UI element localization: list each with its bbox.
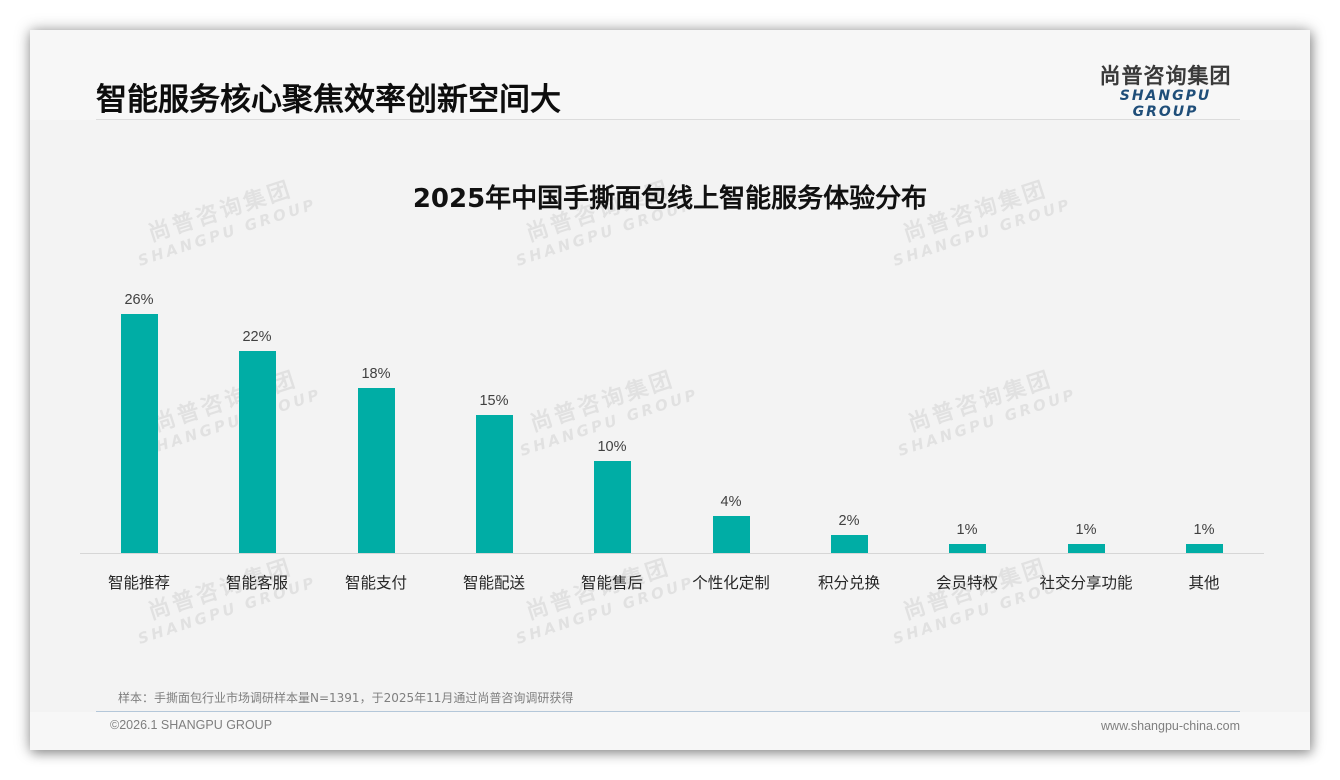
- bar-group: 1%: [908, 280, 1026, 555]
- bar-group: 22%: [198, 280, 316, 555]
- bar-group: 26%: [80, 280, 198, 555]
- x-axis-category-label: 积分兑换: [817, 574, 880, 592]
- bar: [594, 461, 631, 553]
- footer-band: [30, 712, 1310, 750]
- bar-group: 4%: [672, 280, 790, 555]
- footer-divider: [96, 711, 1240, 712]
- bar: [1068, 544, 1105, 553]
- bar-value-label: 15%: [479, 393, 509, 409]
- bar: [1186, 544, 1223, 553]
- logo-chinese-text: 尚普咨询集团: [1099, 64, 1232, 88]
- bar-value-label: 26%: [124, 292, 154, 308]
- x-axis-category-label: 智能推荐: [107, 574, 170, 592]
- x-axis-category-label: 个性化定制: [692, 574, 770, 592]
- page-title: 智能服务核心聚焦效率创新空间大: [96, 82, 561, 118]
- bar-group: 1%: [1145, 280, 1263, 555]
- bar: [831, 535, 868, 553]
- bar: [358, 388, 395, 553]
- bar-value-label: 1%: [1075, 522, 1097, 538]
- bar-group: 18%: [317, 280, 435, 555]
- bar: [121, 314, 158, 553]
- bar-value-label: 4%: [720, 494, 742, 510]
- bar-value-label: 2%: [838, 513, 860, 529]
- bar-group: 1%: [1027, 280, 1145, 555]
- title-divider: [96, 119, 1240, 120]
- website-link[interactable]: www.shangpu-china.com: [1101, 719, 1240, 733]
- x-axis-category-label: 智能支付: [344, 574, 407, 592]
- bar-chart-plot-area: 26% 22% 18% 15% 10% 4% 2% 1%: [80, 280, 1264, 555]
- watermark: 尚普咨询集团 SHANGPU GROUP: [890, 554, 1074, 648]
- report-slide: 智能服务核心聚焦效率创新空间大 尚普咨询集团 SHANGPU GROUP 尚普咨…: [30, 30, 1310, 750]
- x-axis-category-label: 其他: [1188, 574, 1220, 592]
- chart-title: 2025年中国手撕面包线上智能服务体验分布: [412, 184, 928, 214]
- bar-value-label: 18%: [361, 366, 391, 382]
- bar-group: 2%: [790, 280, 908, 555]
- company-logo: 尚普咨询集团 SHANGPU GROUP: [1088, 64, 1243, 120]
- copyright-text: ©2026.1 SHANGPU GROUP: [110, 718, 273, 732]
- watermark: 尚普咨询集团 SHANGPU GROUP: [135, 554, 319, 648]
- bar: [476, 415, 513, 553]
- bar: [949, 544, 986, 553]
- x-axis-category-label: 智能客服: [225, 574, 288, 592]
- bar-group: 10%: [553, 280, 671, 555]
- x-axis-line: [80, 553, 1264, 554]
- bar: [239, 351, 276, 553]
- logo-english-text: SHANGPU GROUP: [1119, 88, 1212, 120]
- bar-group: 15%: [435, 280, 553, 555]
- bar-value-label: 1%: [956, 522, 978, 538]
- x-axis-category-label: 会员特权: [935, 574, 998, 592]
- x-axis-category-label: 智能配送: [462, 574, 525, 592]
- x-axis-category-label: 社交分享功能: [1039, 574, 1133, 592]
- bar-value-label: 22%: [242, 329, 272, 345]
- x-axis-category-label: 智能售后: [580, 574, 643, 592]
- bar-value-label: 1%: [1193, 522, 1215, 538]
- watermark: 尚普咨询集团 SHANGPU GROUP: [513, 554, 697, 648]
- bar-value-label: 10%: [597, 439, 627, 455]
- sample-footnote: 样本：手撕面包行业市场调研样本量N=1391，于2025年11月通过尚普咨询调研…: [118, 691, 574, 705]
- header-band: [30, 30, 1310, 120]
- bar: [713, 516, 750, 553]
